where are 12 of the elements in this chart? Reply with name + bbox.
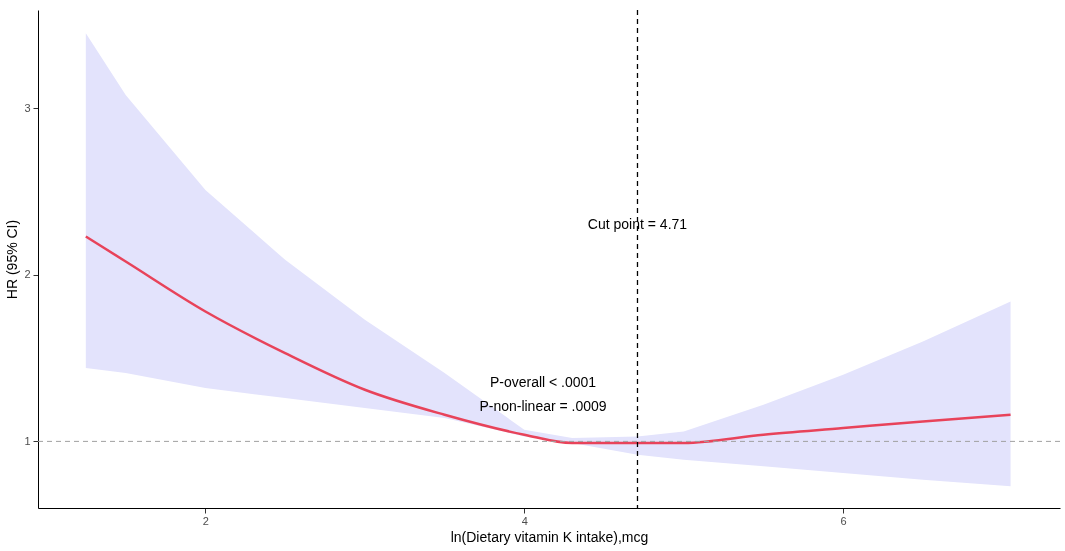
annotation: P-non-linear = .0009 (479, 398, 607, 414)
x-axis-title: ln(Dietary vitamin K intake),mcg (450, 528, 649, 545)
y-axis-title: HR (95% CI) (4, 219, 21, 300)
x-tick-label: 2 (202, 514, 209, 527)
annotation: P-overall < .0001 (489, 374, 597, 390)
y-tick-label: 2 (24, 268, 31, 281)
ref-line-label: Cut point = 4.71 (587, 216, 688, 232)
line-series (84, 235, 1012, 445)
y-tick-label: 3 (24, 101, 31, 114)
y-tick-label: 1 (24, 434, 31, 447)
x-tick-label: 4 (521, 514, 528, 527)
x-tick-label: 6 (840, 514, 847, 527)
